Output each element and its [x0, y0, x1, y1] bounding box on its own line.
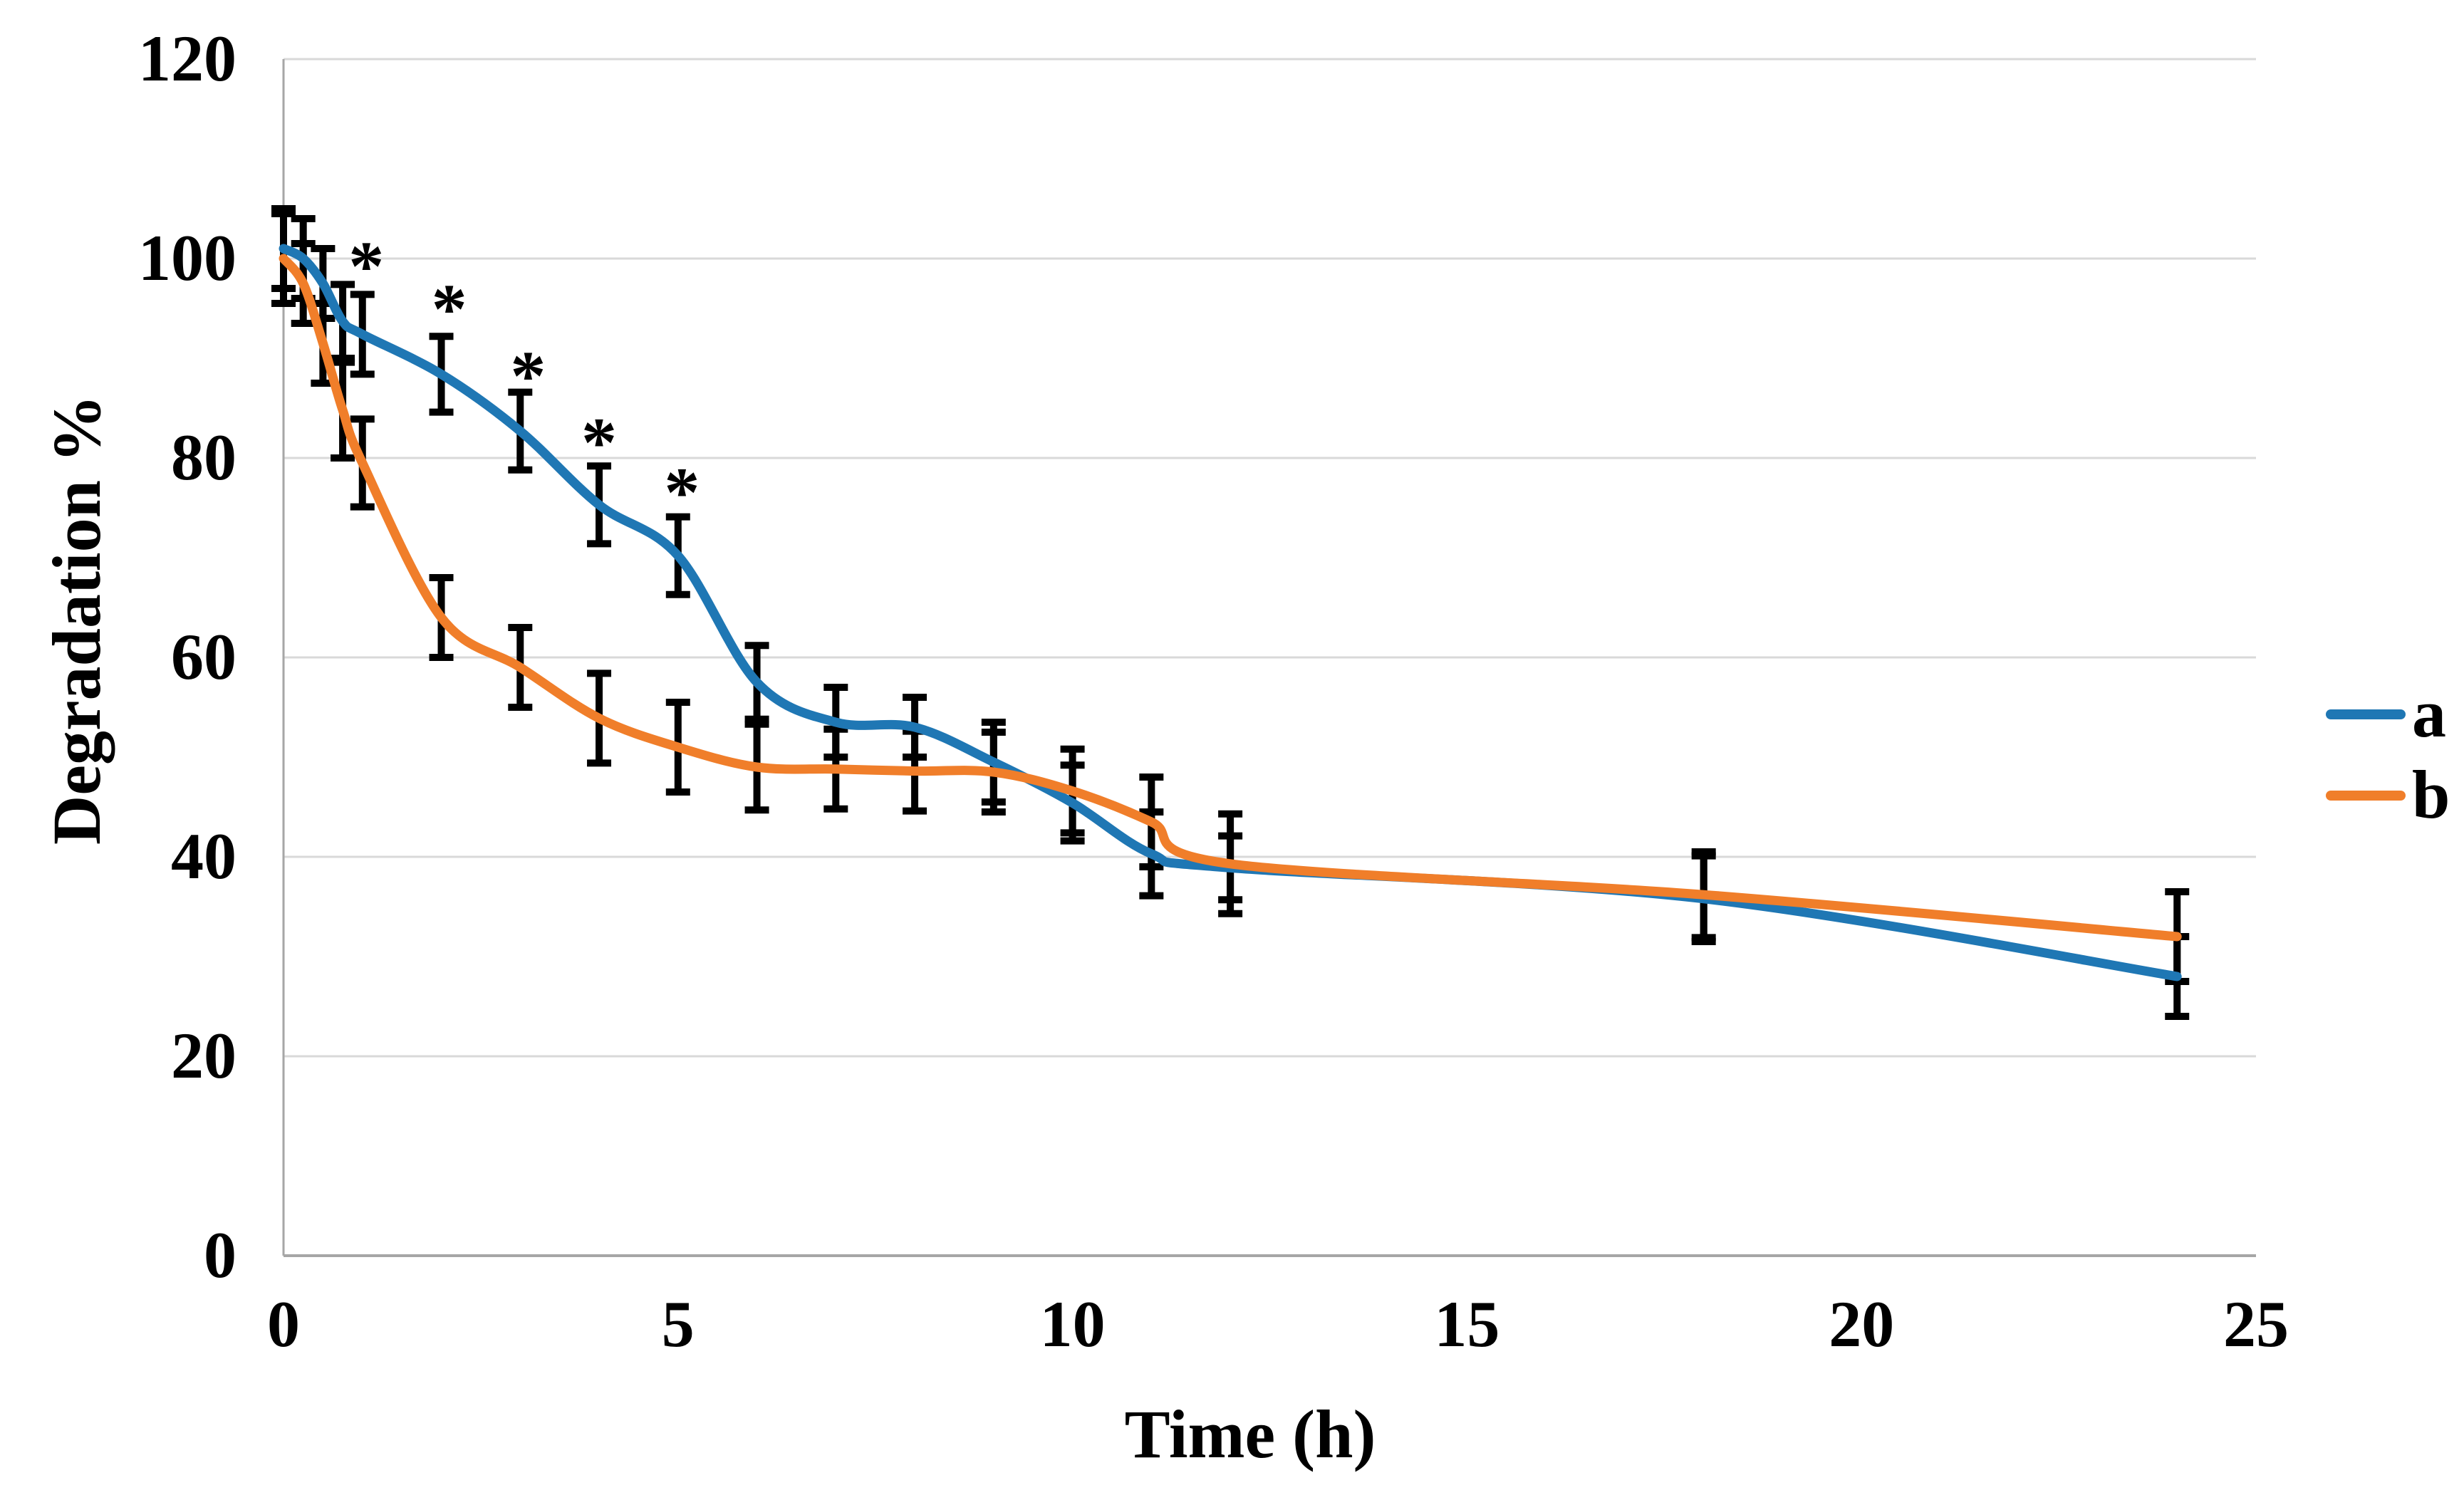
y-tick-label: 60 [171, 620, 236, 693]
x-tick-label: 15 [1434, 1288, 1499, 1360]
x-tick-label: 25 [2223, 1288, 2289, 1360]
y-tick-label: 80 [171, 421, 236, 494]
series-layer [279, 244, 2182, 981]
x-tick-label: 5 [662, 1288, 695, 1360]
tick-labels-layer: 0 20 40 60 80 100 120 0 5 10 15 20 25 [138, 22, 2289, 1360]
y-tick-label: 40 [171, 820, 236, 892]
significance-star: * [348, 226, 384, 306]
legend-item-b: b [2326, 756, 2450, 833]
annotations-layer: * * * * * [348, 226, 700, 532]
significance-star: * [664, 453, 700, 532]
legend: ab [2326, 675, 2450, 833]
y-tick-label: 100 [138, 222, 236, 294]
x-axis-title: Time (h) [1125, 1396, 1376, 1472]
series-line-b [279, 254, 2182, 942]
y-tick-label: 120 [138, 22, 236, 95]
significance-star: * [432, 269, 467, 348]
x-tick-label: 10 [1040, 1288, 1106, 1360]
x-tick-label: 0 [267, 1288, 300, 1360]
y-tick-label: 20 [171, 1019, 236, 1092]
legend-label: b [2412, 756, 2450, 833]
significance-star: * [510, 336, 546, 415]
y-axis-title: Degradation % [38, 395, 115, 845]
significance-star: * [581, 403, 617, 482]
x-tick-label: 20 [1829, 1288, 1894, 1360]
legend-label: a [2412, 675, 2446, 751]
legend-item-a: a [2326, 675, 2446, 751]
y-tick-label: 0 [204, 1219, 236, 1291]
gridlines-layer [284, 58, 2256, 1058]
